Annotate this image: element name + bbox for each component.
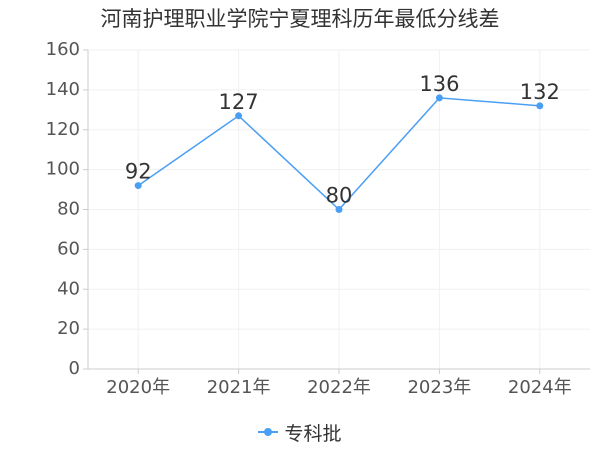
x-tick-label: 2022年 [307, 377, 371, 398]
data-label-layer: 92 127 80 136 132 [125, 72, 560, 208]
legend-item-series-0[interactable]: 专科批 [258, 419, 342, 446]
data-label: 92 [125, 160, 152, 184]
y-tick-label: 140 [46, 79, 80, 100]
data-point [536, 102, 544, 110]
x-tick-label: 2020年 [106, 377, 170, 398]
data-point [435, 94, 443, 102]
data-label: 80 [326, 184, 353, 208]
chart-title: 河南护理职业学院宁夏理科历年最低分线差 [100, 7, 500, 31]
y-tick-label: 40 [57, 278, 80, 299]
y-tick-label: 60 [57, 238, 80, 259]
y-tick-label: 80 [57, 199, 80, 220]
legend: 专科批 [0, 417, 600, 447]
axis-layer: 0 20 40 60 80 100 120 140 160 2020年 2021年 2022年 2023… [46, 39, 590, 398]
series-layer [134, 94, 544, 213]
y-tick-label: 0 [69, 358, 80, 379]
x-tick-label: 2021年 [207, 377, 271, 398]
y-tick-label: 20 [57, 318, 80, 339]
data-point [335, 206, 343, 213]
y-tick-label: 100 [46, 159, 80, 180]
data-label: 136 [419, 72, 459, 96]
y-tick-label: 160 [46, 39, 80, 60]
legend-label: 专科批 [284, 422, 342, 445]
legend-marker-icon [258, 425, 279, 439]
data-point [134, 182, 142, 190]
x-tick-label: 2023年 [407, 377, 471, 398]
x-tick-label: 2024年 [508, 377, 572, 398]
data-label: 132 [520, 80, 560, 104]
data-label: 127 [219, 90, 259, 114]
y-tick-label: 120 [46, 119, 80, 140]
data-point [235, 112, 243, 120]
